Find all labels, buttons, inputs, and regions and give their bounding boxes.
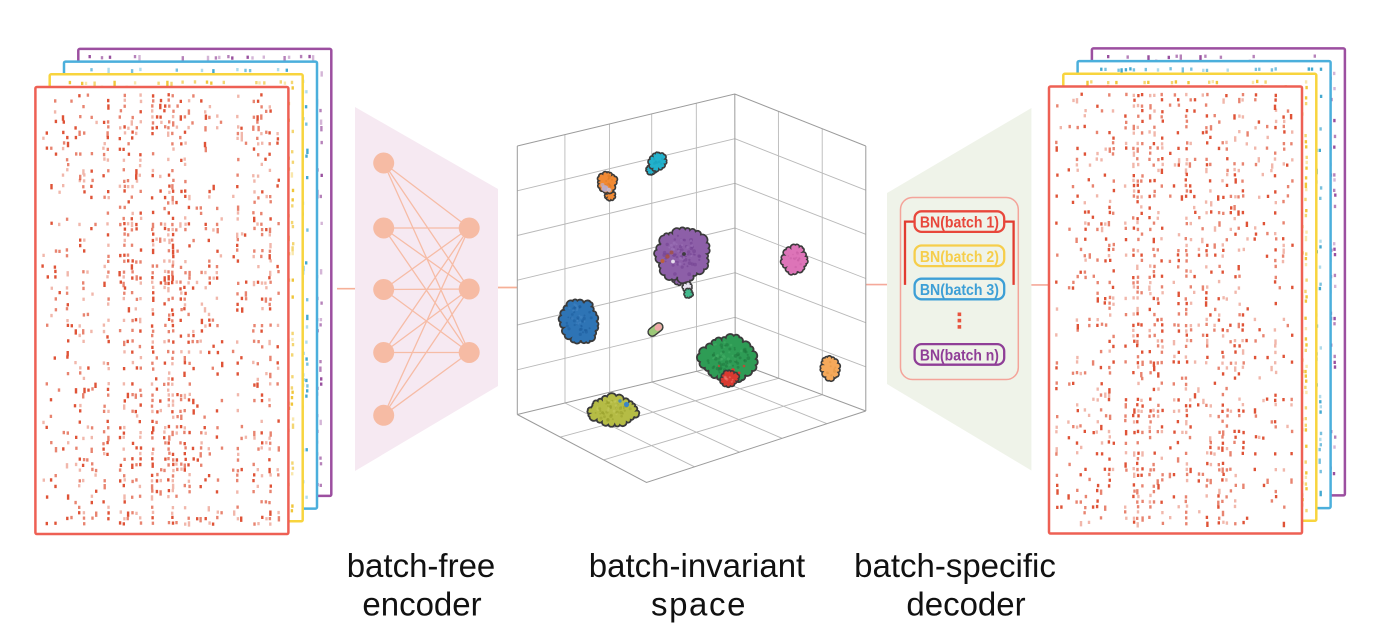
svg-text:BN(batch 2): BN(batch 2) — [920, 249, 999, 266]
svg-text:batch-specific: batch-specific — [854, 547, 1056, 584]
svg-text:BN(batch 3): BN(batch 3) — [920, 282, 999, 299]
svg-text:space: space — [651, 586, 747, 623]
svg-text:batch-free: batch-free — [347, 547, 496, 584]
svg-text:batch-invariant: batch-invariant — [589, 547, 805, 584]
svg-text:decoder: decoder — [906, 586, 1025, 623]
svg-text:BN(batch 1): BN(batch 1) — [920, 215, 999, 232]
svg-text:encoder: encoder — [362, 586, 481, 623]
svg-text:BN(batch n): BN(batch n) — [920, 347, 999, 364]
